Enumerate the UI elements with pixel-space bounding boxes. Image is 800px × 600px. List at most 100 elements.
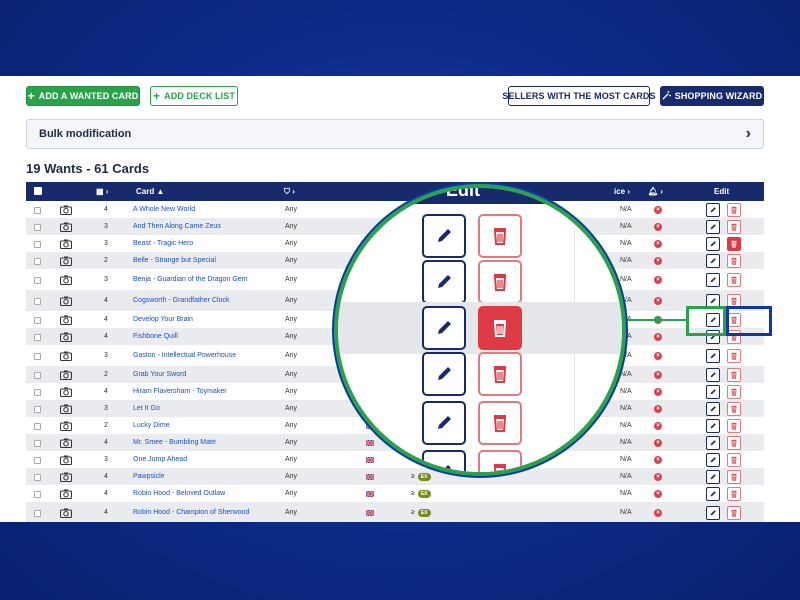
remove-alert-icon[interactable]: × [654, 351, 662, 360]
row-checkbox[interactable] [34, 257, 41, 265]
add-wanted-card-button[interactable]: + ADD A WANTED CARD [26, 86, 140, 106]
shopping-wizard-button[interactable]: SHOPPING WIZARD [660, 86, 764, 106]
remove-alert-icon[interactable]: × [654, 332, 662, 341]
camera-icon[interactable] [60, 508, 72, 518]
row-card-name[interactable]: Belle - Strange but Special [133, 256, 216, 264]
row-checkbox[interactable] [34, 352, 41, 360]
remove-alert-icon[interactable]: × [654, 387, 662, 396]
row-card-name[interactable]: Robin Hood - Beloved Outlaw [133, 489, 226, 497]
delete-button[interactable] [727, 401, 741, 416]
delete-button[interactable] [727, 202, 741, 217]
lens-delete-button[interactable] [478, 260, 522, 304]
row-card-name[interactable]: Mr. Smee - Bumbling Mate [133, 438, 216, 446]
remove-alert-icon[interactable]: × [654, 222, 662, 231]
lens-edit-button[interactable] [422, 401, 466, 445]
lens-delete-button[interactable] [478, 450, 522, 472]
camera-icon[interactable] [60, 296, 72, 306]
row-card-name[interactable]: Gaston - Intellectual Powerhouse [133, 351, 237, 359]
camera-icon[interactable] [60, 404, 72, 414]
remove-alert-icon[interactable]: × [654, 508, 662, 517]
row-checkbox[interactable] [34, 206, 41, 214]
camera-icon[interactable] [60, 387, 72, 397]
row-card-name[interactable]: And Then Along Came Zeus [133, 222, 221, 230]
row-checkbox[interactable] [34, 316, 41, 324]
remove-alert-icon[interactable]: × [654, 275, 662, 284]
camera-icon[interactable] [60, 315, 72, 325]
edit-button[interactable] [706, 505, 720, 520]
lens-delete-button[interactable] [478, 214, 522, 258]
camera-icon[interactable] [60, 222, 72, 232]
edit-button[interactable] [706, 236, 720, 251]
remove-alert-icon[interactable]: × [654, 239, 662, 248]
row-checkbox[interactable] [34, 388, 41, 396]
lens-delete-button[interactable] [478, 352, 522, 396]
row-card-name[interactable]: A Whole New World [133, 205, 196, 213]
camera-icon[interactable] [60, 239, 72, 249]
sellers-most-cards-button[interactable]: SELLERS WITH THE MOST CARDS [502, 86, 656, 106]
remove-alert-icon[interactable]: × [654, 205, 662, 214]
camera-icon[interactable] [60, 472, 72, 482]
row-card-name[interactable]: Cogsworth - Grandfather Clock [133, 296, 230, 304]
edit-button[interactable] [706, 469, 720, 484]
camera-icon[interactable] [60, 205, 72, 215]
row-card-name[interactable]: Let It Go [133, 404, 160, 412]
row-card-name[interactable]: Lucky Dime [133, 421, 170, 429]
delete-button[interactable] [727, 505, 741, 520]
camera-icon[interactable] [60, 332, 72, 342]
row-checkbox[interactable] [34, 473, 41, 481]
row-checkbox[interactable] [34, 422, 41, 430]
lens-edit-button[interactable] [422, 306, 466, 350]
lens-delete-button[interactable] [478, 401, 522, 445]
edit-button[interactable] [706, 202, 720, 217]
language-column-header[interactable]: ⛉ › [284, 187, 295, 196]
row-checkbox[interactable] [34, 456, 41, 464]
row-card-name[interactable]: Fishbone Quill [133, 332, 178, 340]
row-checkbox[interactable] [34, 297, 41, 305]
lens-edit-button[interactable] [422, 260, 466, 304]
delete-button[interactable] [727, 469, 741, 484]
delete-button[interactable] [727, 452, 741, 467]
row-checkbox[interactable] [34, 371, 41, 379]
edit-button[interactable] [706, 348, 720, 363]
camera-icon[interactable] [60, 370, 72, 380]
row-card-name[interactable]: Beast - Tragic Hero [133, 239, 194, 247]
lens-edit-button[interactable] [422, 214, 466, 258]
edit-button[interactable] [706, 435, 720, 450]
price-column-header[interactable]: ice › [614, 187, 631, 196]
camera-icon[interactable] [60, 489, 72, 499]
row-checkbox[interactable] [34, 333, 41, 341]
edit-button[interactable] [706, 486, 720, 501]
edit-button[interactable] [706, 418, 720, 433]
row-checkbox[interactable] [34, 439, 41, 447]
row-card-name[interactable]: One Jump Ahead [133, 455, 188, 463]
remove-alert-icon[interactable]: × [654, 438, 662, 447]
row-card-name[interactable]: Benja - Guardian of the Dragon Gem [133, 275, 248, 283]
bulk-modification-toggle[interactable]: Bulk modification › [26, 119, 764, 149]
row-checkbox[interactable] [34, 509, 41, 517]
remove-alert-icon[interactable]: × [654, 489, 662, 498]
delete-button[interactable] [727, 384, 741, 399]
edit-button[interactable] [706, 452, 720, 467]
delete-button[interactable] [727, 348, 741, 363]
edit-button[interactable] [706, 367, 720, 382]
select-all-checkbox[interactable] [34, 187, 42, 195]
remove-alert-icon[interactable]: × [654, 421, 662, 430]
row-checkbox[interactable] [34, 405, 41, 413]
delete-button[interactable] [727, 418, 741, 433]
row-card-name[interactable]: Robin Hood - Champion of Sherwood [133, 508, 250, 516]
lens-delete-button[interactable] [478, 306, 522, 350]
remove-alert-icon[interactable]: × [654, 455, 662, 464]
camera-icon[interactable] [60, 455, 72, 465]
row-checkbox[interactable] [34, 490, 41, 498]
row-card-name[interactable]: Develop Your Brain [133, 315, 193, 323]
camera-icon[interactable] [60, 351, 72, 361]
row-card-name[interactable]: Grab Your Sword [133, 370, 187, 378]
camera-icon[interactable] [60, 421, 72, 431]
edit-button[interactable] [706, 219, 720, 234]
add-deck-list-button[interactable]: + ADD DECK LIST [150, 86, 238, 106]
edit-button[interactable] [706, 253, 720, 268]
alert-column-header[interactable]: 🔔︎ › [648, 187, 664, 196]
delete-button[interactable] [727, 367, 741, 382]
delete-button[interactable] [727, 435, 741, 450]
row-card-name[interactable]: Pawpsicle [133, 472, 165, 480]
